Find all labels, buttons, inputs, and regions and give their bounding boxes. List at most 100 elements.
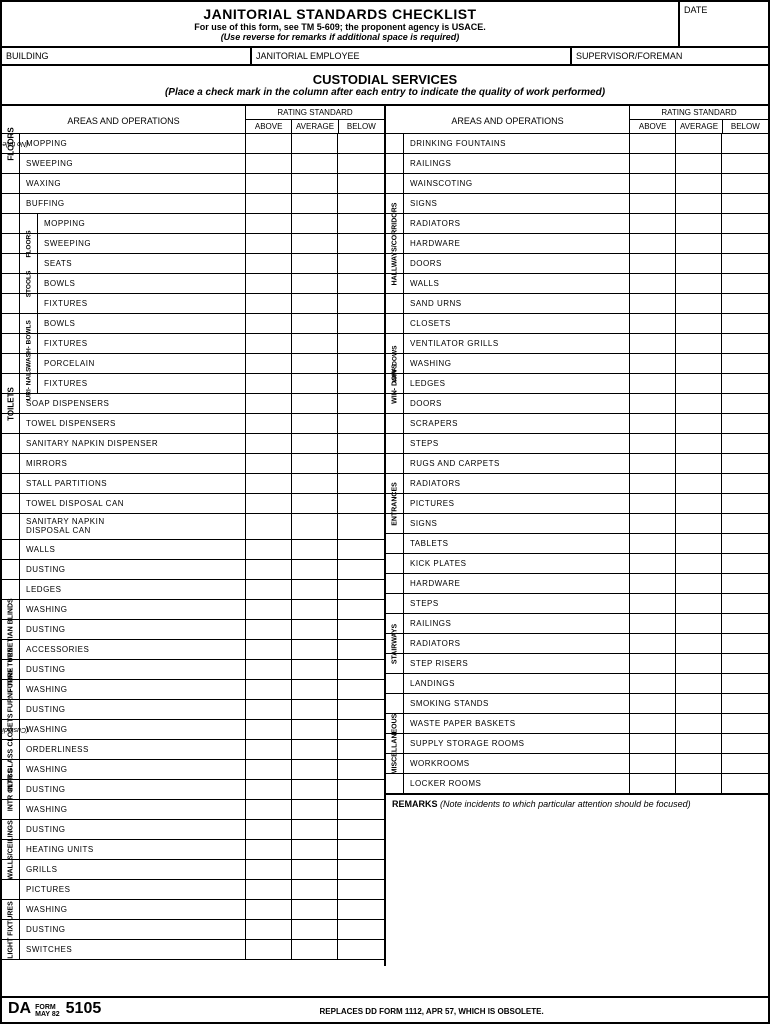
rating-cell-below[interactable] — [338, 454, 384, 473]
rating-cell-above[interactable] — [630, 634, 676, 653]
rating-cell-above[interactable] — [246, 940, 292, 959]
rating-cell-average[interactable] — [292, 600, 338, 619]
rating-cell-below[interactable] — [722, 334, 768, 353]
rating-cell-average[interactable] — [676, 494, 722, 513]
rating-cell-above[interactable] — [246, 580, 292, 599]
rating-cell-below[interactable] — [722, 614, 768, 633]
rating-cell-average[interactable] — [292, 740, 338, 759]
rating-cell-average[interactable] — [292, 494, 338, 513]
rating-cell-above[interactable] — [630, 214, 676, 233]
rating-cell-above[interactable] — [630, 574, 676, 593]
date-field[interactable]: DATE — [678, 2, 768, 46]
rating-cell-average[interactable] — [676, 394, 722, 413]
rating-cell-average[interactable] — [676, 214, 722, 233]
rating-cell-above[interactable] — [246, 840, 292, 859]
rating-cell-below[interactable] — [338, 314, 384, 333]
rating-cell-above[interactable] — [630, 134, 676, 153]
rating-cell-above[interactable] — [630, 454, 676, 473]
rating-cell-average[interactable] — [676, 574, 722, 593]
rating-cell-below[interactable] — [338, 840, 384, 859]
rating-cell-above[interactable] — [246, 660, 292, 679]
rating-cell-above[interactable] — [246, 760, 292, 779]
rating-cell-above[interactable] — [246, 274, 292, 293]
rating-cell-above[interactable] — [246, 820, 292, 839]
rating-cell-average[interactable] — [676, 654, 722, 673]
rating-cell-average[interactable] — [292, 940, 338, 959]
remarks-field[interactable]: REMARKS (Note incidents to which particu… — [386, 794, 768, 966]
rating-cell-above[interactable] — [630, 514, 676, 533]
rating-cell-above[interactable] — [246, 254, 292, 273]
rating-cell-above[interactable] — [246, 314, 292, 333]
rating-cell-average[interactable] — [676, 754, 722, 773]
rating-cell-average[interactable] — [676, 414, 722, 433]
rating-cell-average[interactable] — [676, 174, 722, 193]
rating-cell-above[interactable] — [630, 594, 676, 613]
rating-cell-average[interactable] — [292, 194, 338, 213]
rating-cell-above[interactable] — [246, 680, 292, 699]
rating-cell-above[interactable] — [246, 454, 292, 473]
rating-cell-below[interactable] — [722, 394, 768, 413]
rating-cell-above[interactable] — [630, 474, 676, 493]
rating-cell-above[interactable] — [630, 314, 676, 333]
rating-cell-average[interactable] — [292, 234, 338, 253]
rating-cell-above[interactable] — [630, 334, 676, 353]
building-field[interactable]: BUILDING — [2, 48, 250, 64]
rating-cell-below[interactable] — [338, 234, 384, 253]
rating-cell-below[interactable] — [338, 194, 384, 213]
rating-cell-above[interactable] — [630, 274, 676, 293]
rating-cell-below[interactable] — [338, 514, 384, 539]
rating-cell-average[interactable] — [292, 580, 338, 599]
rating-cell-above[interactable] — [630, 754, 676, 773]
rating-cell-below[interactable] — [338, 820, 384, 839]
rating-cell-average[interactable] — [292, 434, 338, 453]
rating-cell-below[interactable] — [338, 940, 384, 959]
rating-cell-below[interactable] — [722, 694, 768, 713]
rating-cell-below[interactable] — [722, 534, 768, 553]
rating-cell-above[interactable] — [630, 654, 676, 673]
rating-cell-average[interactable] — [676, 474, 722, 493]
rating-cell-above[interactable] — [246, 880, 292, 899]
rating-cell-above[interactable] — [630, 614, 676, 633]
rating-cell-above[interactable] — [630, 174, 676, 193]
rating-cell-average[interactable] — [292, 820, 338, 839]
rating-cell-average[interactable] — [676, 514, 722, 533]
rating-cell-above[interactable] — [630, 674, 676, 693]
rating-cell-average[interactable] — [292, 274, 338, 293]
rating-cell-above[interactable] — [246, 700, 292, 719]
rating-cell-average[interactable] — [292, 680, 338, 699]
rating-cell-below[interactable] — [722, 414, 768, 433]
rating-cell-below[interactable] — [338, 354, 384, 373]
rating-cell-above[interactable] — [246, 334, 292, 353]
rating-cell-average[interactable] — [292, 134, 338, 153]
rating-cell-above[interactable] — [246, 394, 292, 413]
rating-cell-below[interactable] — [722, 194, 768, 213]
rating-cell-below[interactable] — [722, 214, 768, 233]
rating-cell-average[interactable] — [292, 860, 338, 879]
rating-cell-average[interactable] — [292, 154, 338, 173]
rating-cell-above[interactable] — [246, 214, 292, 233]
rating-cell-below[interactable] — [722, 314, 768, 333]
rating-cell-above[interactable] — [630, 234, 676, 253]
rating-cell-below[interactable] — [338, 600, 384, 619]
rating-cell-average[interactable] — [292, 354, 338, 373]
rating-cell-below[interactable] — [338, 540, 384, 559]
rating-cell-above[interactable] — [630, 774, 676, 793]
rating-cell-average[interactable] — [676, 594, 722, 613]
rating-cell-below[interactable] — [338, 920, 384, 939]
rating-cell-above[interactable] — [246, 374, 292, 393]
rating-cell-average[interactable] — [676, 194, 722, 213]
rating-cell-above[interactable] — [630, 254, 676, 273]
rating-cell-below[interactable] — [722, 554, 768, 573]
rating-cell-below[interactable] — [338, 560, 384, 579]
rating-cell-average[interactable] — [676, 774, 722, 793]
employee-field[interactable]: JANITORIAL EMPLOYEE — [250, 48, 570, 64]
rating-cell-average[interactable] — [676, 714, 722, 733]
rating-cell-below[interactable] — [338, 680, 384, 699]
rating-cell-average[interactable] — [292, 560, 338, 579]
rating-cell-average[interactable] — [676, 434, 722, 453]
rating-cell-below[interactable] — [338, 880, 384, 899]
rating-cell-below[interactable] — [338, 394, 384, 413]
rating-cell-above[interactable] — [246, 800, 292, 819]
rating-cell-above[interactable] — [630, 554, 676, 573]
rating-cell-average[interactable] — [292, 334, 338, 353]
